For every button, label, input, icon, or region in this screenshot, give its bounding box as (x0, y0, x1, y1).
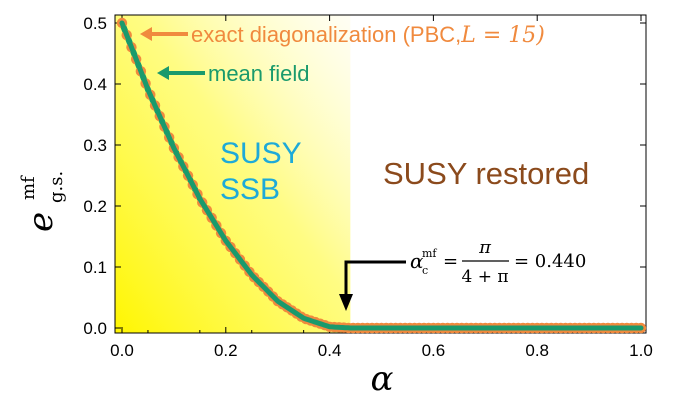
y-tick-label: 0.2 (83, 197, 107, 216)
y-tick-label: 0.1 (83, 258, 107, 277)
svg-text:α: α (410, 249, 424, 273)
x-tick-label: 1.0 (629, 341, 653, 360)
svg-text:π: π (478, 237, 492, 258)
x-tick-label: 0.2 (214, 341, 238, 360)
svg-text:=: = (443, 251, 458, 272)
alpha-c-formula: α mf c = π 4 + π = 0.440 (410, 237, 586, 287)
restored-label: SUSY restored (383, 156, 589, 191)
x-tick-label: 0.8 (525, 341, 549, 360)
svg-text:c: c (422, 264, 428, 277)
y-axis-label: e g.s. mf (18, 160, 71, 232)
svg-text:mf: mf (422, 247, 437, 260)
ssb-label-line2: SSB (220, 173, 280, 206)
x-tick-label: 0.4 (318, 341, 342, 360)
x-axis-label: α (371, 359, 394, 397)
x-tick-label: 0.0 (110, 341, 134, 360)
ssb-label-line1: SUSY (220, 137, 302, 170)
y-axis-label-sub: g.s. (46, 171, 67, 203)
svg-text:4 + π: 4 + π (461, 267, 508, 287)
svg-text:e g.s. mf: e g.s. mf (18, 160, 71, 232)
y-axis-label-sup: mf (18, 175, 39, 200)
mf-legend-label: mean field (208, 61, 310, 86)
y-tick-label: 0.3 (83, 136, 107, 155)
ed-arrowhead (140, 27, 152, 41)
svg-text:= 0.440: = 0.440 (514, 251, 586, 272)
y-tick-label: 0.4 (83, 75, 107, 94)
alpha-c-arrowhead (339, 294, 353, 311)
x-tick-label: 0.6 (422, 341, 446, 360)
mean-field-curve-overlay (119, 20, 644, 331)
ssb-region (115, 15, 351, 333)
ed-legend-label: exact diagonalization (PBC,L = 15) (191, 22, 545, 48)
y-tick-label: 0.5 (83, 14, 107, 33)
alpha-c-arrow (344, 260, 406, 296)
y-tick-label: 0.0 (83, 319, 107, 338)
mf-arrowhead (157, 66, 169, 80)
y-axis-label-base: e (21, 212, 61, 232)
